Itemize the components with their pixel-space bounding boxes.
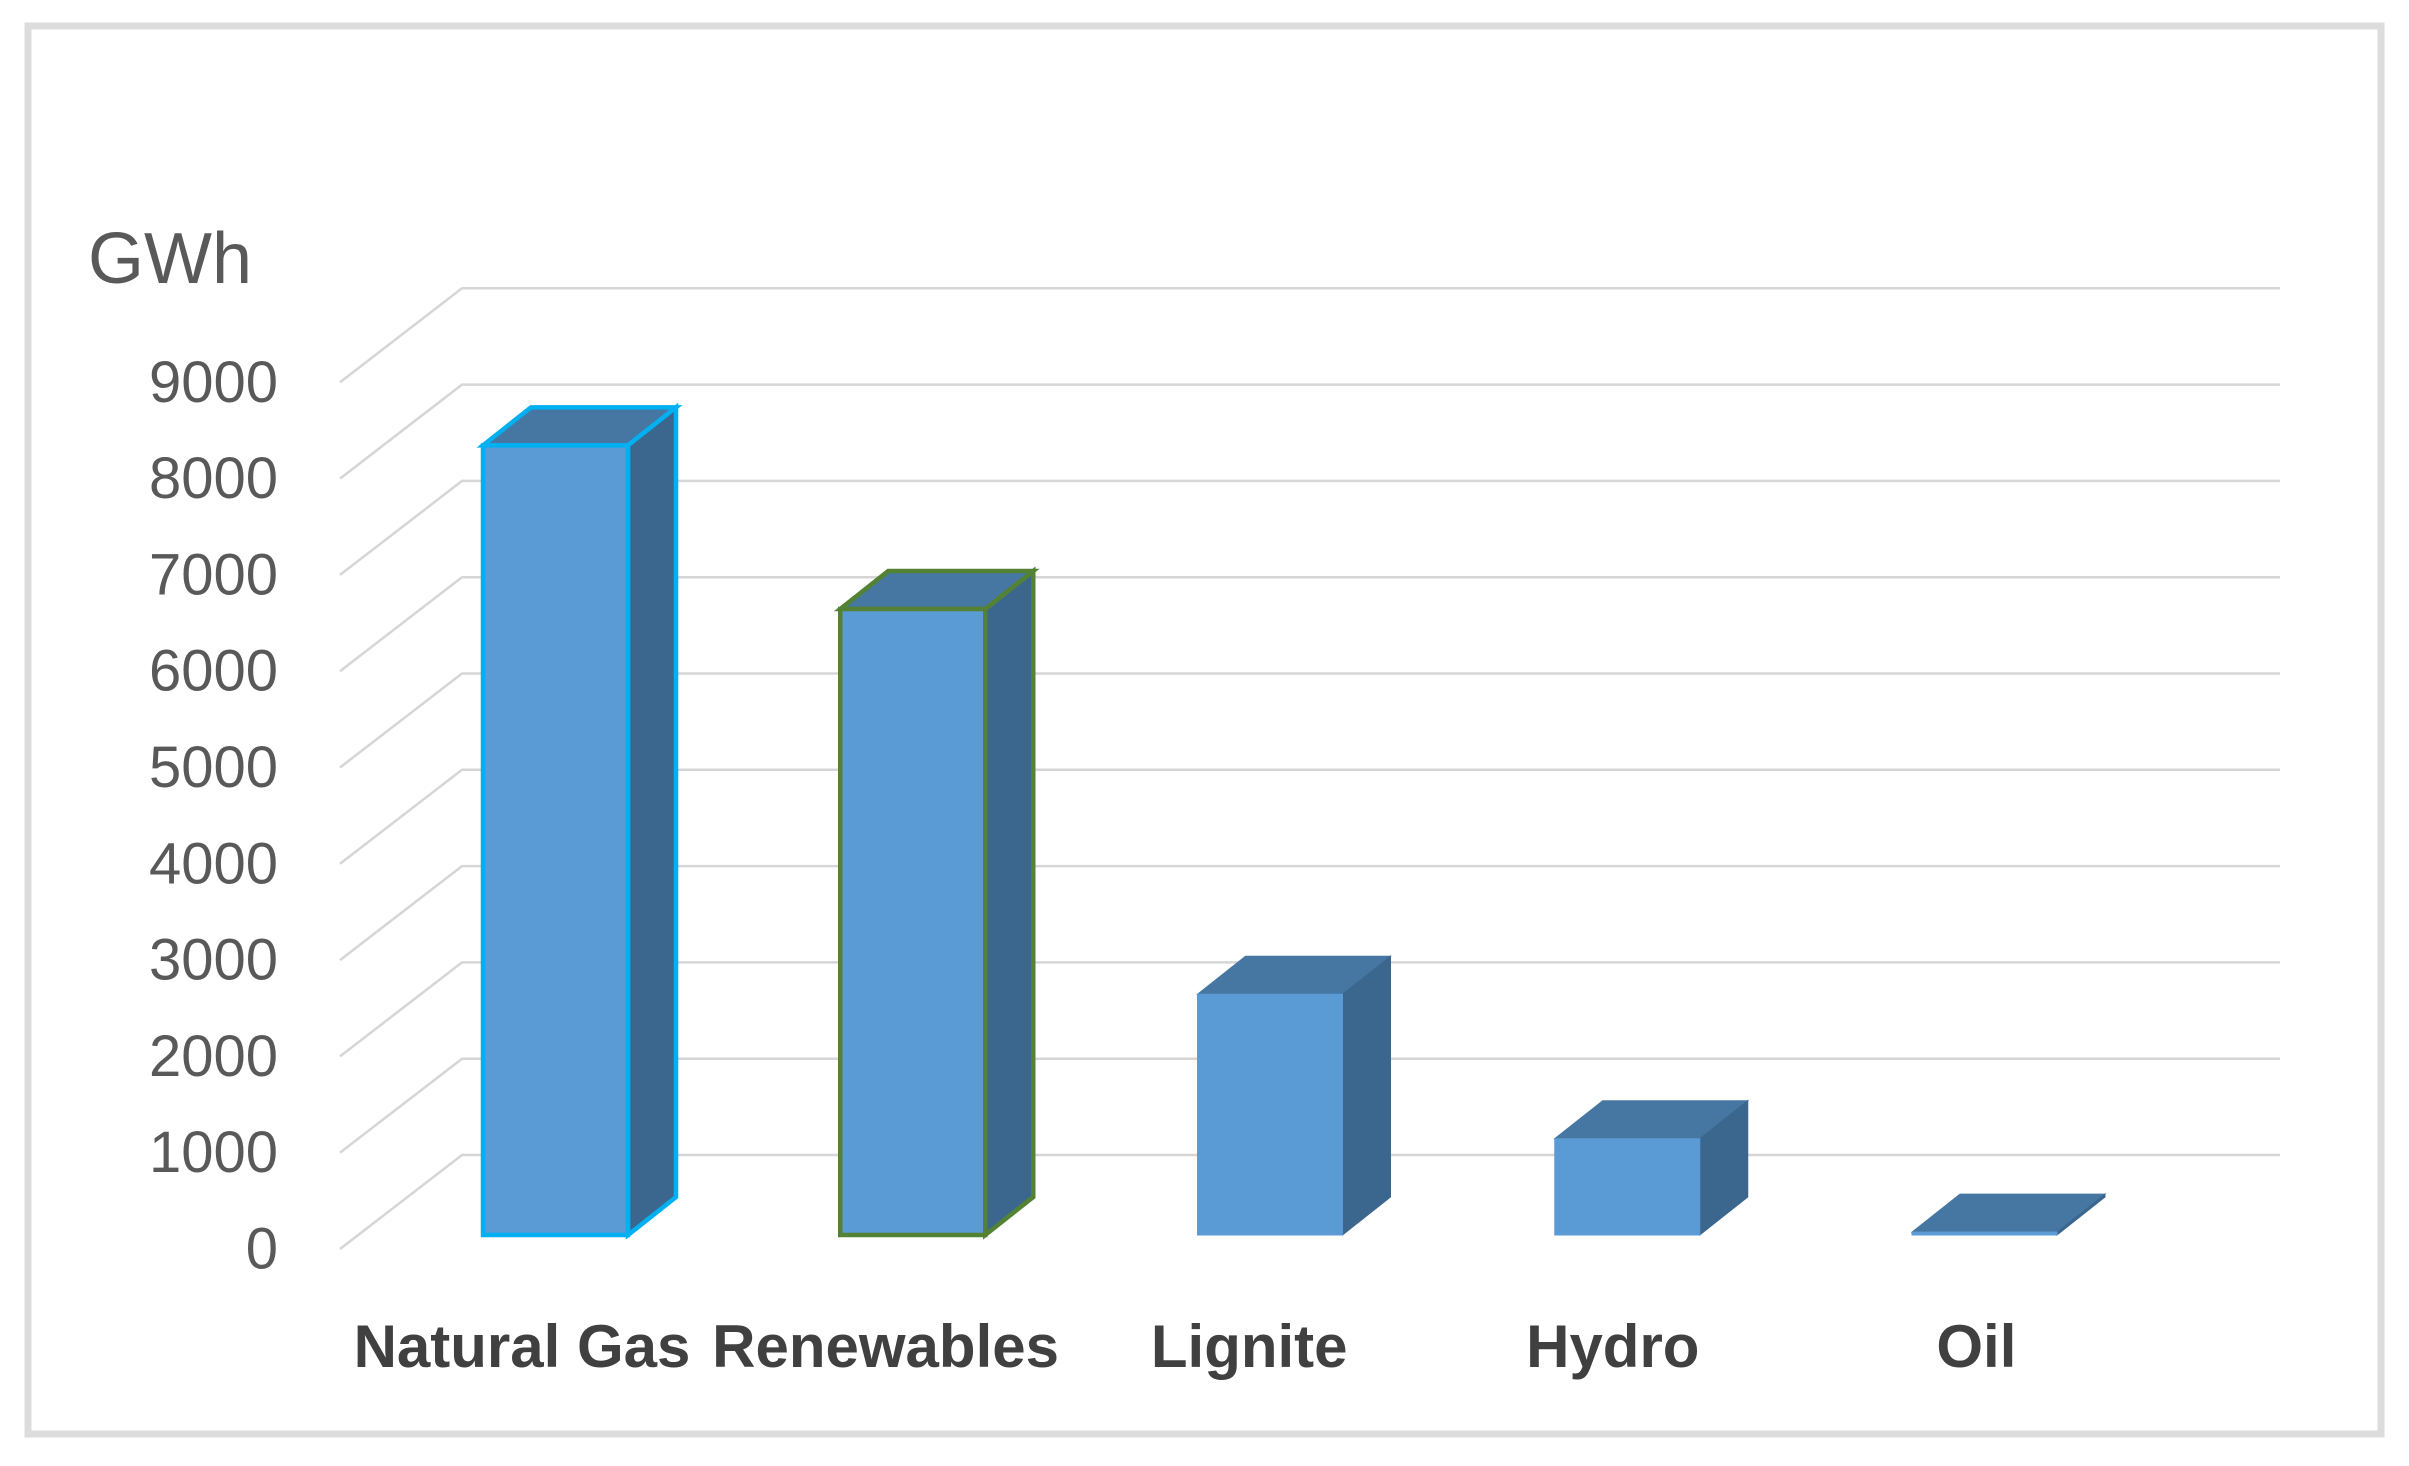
category-label: Lignite [1151,1313,1348,1380]
y-tick-label: 8000 [149,446,278,511]
category-label: Natural Gas [354,1313,691,1380]
y-tick-label: 6000 [149,639,278,704]
bar-front-face[interactable] [1911,1231,2058,1236]
bar-front-face[interactable] [1197,993,1343,1236]
y-tick-label: 1000 [149,1120,278,1185]
bars [476,402,2107,1240]
bar-renewables[interactable] [833,566,1040,1240]
bar-front-face[interactable] [838,606,988,1238]
bar-side-face[interactable] [1342,955,1391,1237]
bar-oil[interactable] [1910,1193,2107,1237]
chart-border [24,22,2385,1438]
gridline [339,287,2280,384]
y-tick-label: 7000 [149,542,278,607]
y-tick-label: 5000 [149,735,278,800]
y-axis-tick-labels: 0 1000 2000 3000 4000 5000 6000 7000 8000 9000 [149,350,278,1282]
bar-front-face[interactable] [480,443,631,1238]
bar-side-face[interactable] [983,566,1036,1240]
gridline [339,383,2280,480]
gridline [339,768,2280,865]
gridline [339,961,2280,1058]
y-tick-label: 9000 [149,350,278,415]
category-label: Oil [1936,1313,2016,1380]
bar-natural-gas[interactable] [476,402,683,1240]
bar-hydro[interactable] [1553,1099,1750,1237]
category-label: Hydro [1526,1313,1699,1380]
bar-front-face[interactable] [1554,1138,1701,1236]
y-tick-label: 0 [246,1217,278,1282]
gridline [339,1057,2280,1154]
bar-side-face[interactable] [625,402,679,1240]
y-tick-label: 4000 [149,831,278,896]
bar-lignite[interactable] [1196,955,1392,1237]
gridline [339,479,2280,576]
gridline [339,575,2280,673]
y-axis-title: GWh [88,219,252,299]
y-tick-label: 2000 [149,1024,278,1089]
x-axis-category-labels: Natural Gas Renewables Lignite Hydro Oil [354,1313,2017,1380]
category-label: Renewables [712,1313,1059,1380]
y-tick-label: 3000 [149,928,278,993]
gridline [339,672,2280,769]
gridline [339,864,2280,962]
